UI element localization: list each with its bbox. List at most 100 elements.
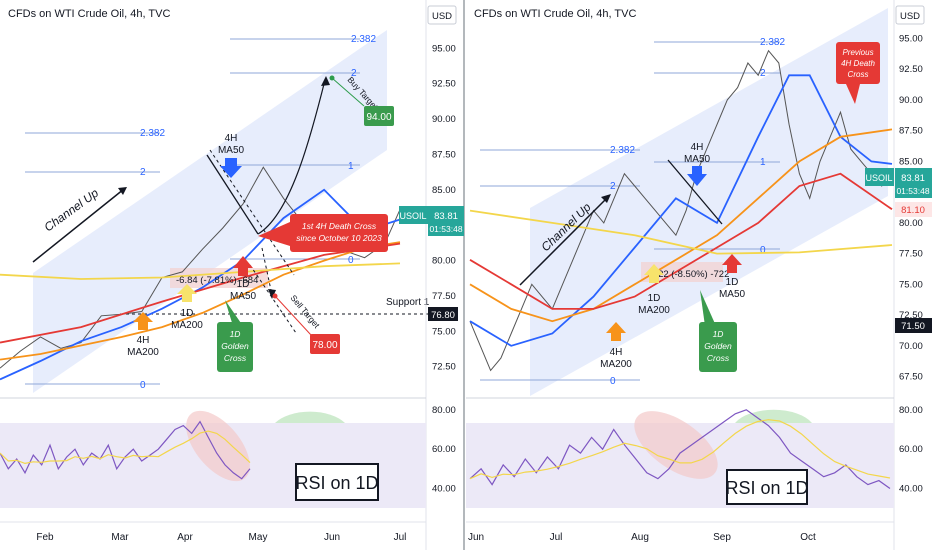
left-y-tick: 72.50: [432, 362, 456, 373]
right-symbol: USOIL: [865, 173, 892, 183]
left-price: 83.81: [434, 211, 458, 222]
right-series-1d-ma50: [469, 172, 893, 310]
right-channel-arrow: [519, 197, 608, 286]
right-x-tick: Jul: [550, 532, 563, 543]
left-buy-target-tag: [364, 106, 394, 126]
left-ma50-1d-line1: 1D: [237, 279, 250, 290]
right-y-tick: 95.00: [899, 33, 923, 44]
right-y-tick: 67.50: [899, 372, 923, 383]
left-sell-target-line: [274, 295, 312, 336]
left-symbol-tag: [399, 206, 428, 224]
right-x-tick: Sep: [713, 532, 731, 543]
right-ma200-1d-line1: 1D: [648, 293, 661, 304]
right-drop-label: -7.22 (-8.50%) -722: [647, 269, 729, 280]
left-ma50-1d-line2: MA50: [230, 291, 257, 302]
left-y-tick: 85.00: [432, 185, 456, 196]
right-prev-death-line2: 4H Death: [841, 59, 875, 68]
right-golden-cross-box: [699, 322, 737, 372]
right-fib-2-top: 2: [760, 68, 766, 79]
right-fib-0-low: 0: [610, 376, 616, 387]
left-death-cross-pointer: [258, 222, 290, 246]
left-rsi-label: RSI on 1D: [295, 473, 378, 493]
right-y-tick: 80.00: [899, 218, 923, 229]
left-chart-title: CFDs on WTI Crude Oil, 4h, TVC: [8, 8, 170, 20]
left-x-tick: Mar: [111, 532, 129, 543]
left-rsi-y-ticks: 80.00 60.00 40.00: [432, 405, 456, 495]
right-price: 83.81: [901, 173, 925, 184]
right-golden-cross-line2: Golden: [704, 341, 732, 351]
right-golden-cross-line1: 1D: [713, 329, 724, 339]
left-y-tick: 75.00: [432, 326, 456, 337]
right-rsi-y-tick: 60.00: [899, 444, 923, 455]
right-countdown: 01:53:48: [896, 186, 929, 196]
right-prev-death-pointer: [846, 84, 860, 104]
right-series-1d-ma200: [469, 209, 893, 255]
left-channel-dotted-upper: [209, 149, 295, 276]
left-death-cross-box: [290, 214, 388, 252]
left-rsi-green-zone: [275, 411, 345, 423]
right-fib-2-low: 2: [610, 181, 616, 192]
right-currency: USD: [900, 11, 920, 22]
right-black-value: 71.50: [901, 321, 925, 332]
right-prev-death-box: [836, 42, 880, 84]
right-ma200-4h-line2: MA200: [600, 359, 632, 370]
left-price-tag: [428, 206, 464, 236]
left-y-tick: 90.00: [432, 114, 456, 125]
left-channel-arrow: [32, 188, 125, 263]
right-red-tag: [895, 202, 932, 217]
left-x-tick: Jul: [394, 532, 407, 543]
right-ma50-1d-line2: MA50: [719, 289, 746, 300]
left-currency-badge: [427, 5, 457, 25]
left-ma200-4h-line2: MA200: [127, 347, 159, 358]
right-rsi-line: [469, 409, 891, 489]
left-x-ticks: Feb Mar Apr May Jun Jul: [36, 532, 406, 543]
left-golden-cross-line1: 1D: [230, 329, 241, 339]
right-symbol-tag: [865, 168, 894, 186]
left-x-tick: Jun: [324, 532, 340, 543]
left-trendline: [206, 154, 259, 235]
right-series-group: [469, 49, 893, 372]
left-fib-0-low: 0: [140, 380, 146, 391]
right-ma50-4h-line1: 4H: [691, 142, 704, 153]
right-price-tag: [895, 168, 932, 198]
left-y-tick: 77.50: [432, 291, 456, 302]
right-series-4h-ma200: [469, 128, 893, 323]
left-fib-1-top: 1: [348, 161, 354, 172]
left-ma200-1d-line1: 1D: [181, 308, 194, 319]
left-rsi-line: [0, 420, 251, 480]
left-ma200-4h-line1: 4H: [137, 335, 150, 346]
right-chart-title: CFDs on WTI Crude Oil, 4h, TVC: [474, 8, 636, 20]
left-ma200-4h-arrow: [133, 312, 153, 330]
left-ma50-4h-line2: MA50: [218, 145, 245, 156]
right-rsi-label: RSI on 1D: [725, 478, 808, 498]
left-fib-2382-low: 2.382: [140, 128, 165, 139]
right-rsi-red-zone: [634, 411, 718, 479]
right-y-tick: 75.00: [899, 279, 923, 290]
right-rsi-average: [469, 419, 891, 480]
right-fib-1-top: 1: [760, 157, 766, 168]
left-channel-dotted-lower: [249, 264, 297, 334]
left-ma200-1d-line2: MA200: [171, 320, 203, 331]
left-y-tick: 92.50: [432, 79, 456, 90]
left-series-group: [0, 166, 401, 381]
left-support-value: 76.80: [431, 310, 455, 321]
left-golden-cross-line2: Golden: [221, 341, 249, 351]
left-fib-0-top: 0: [348, 255, 354, 266]
left-x-tick: Feb: [36, 532, 54, 543]
right-panel: CFDs on WTI Crude Oil, 4h, TVC 2.382 2 1…: [466, 0, 932, 550]
left-death-cross-line1: 1st 4H Death Cross: [302, 221, 377, 231]
left-ma50-4h-arrow: [220, 158, 242, 178]
right-channel-up: [530, 8, 888, 396]
right-channel-arrowhead: [601, 194, 611, 203]
left-panel: CFDs on WTI Crude Oil, 4h, TVC 2.382 2 1…: [0, 0, 464, 550]
right-ma50-4h-arrow: [687, 166, 707, 186]
right-rsi-values: [469, 409, 891, 489]
left-support-label: Support 1: [386, 297, 430, 308]
right-golden-cross-pointer: [700, 290, 716, 326]
left-death-cross-line2: since October 10 2023: [296, 233, 382, 243]
right-x-tick: Jun: [468, 532, 484, 543]
right-y-tick: 72.50: [899, 310, 923, 321]
right-series-price: [469, 49, 893, 372]
right-y-tick: 70.00: [899, 341, 923, 352]
left-buy-projection: [257, 79, 326, 235]
